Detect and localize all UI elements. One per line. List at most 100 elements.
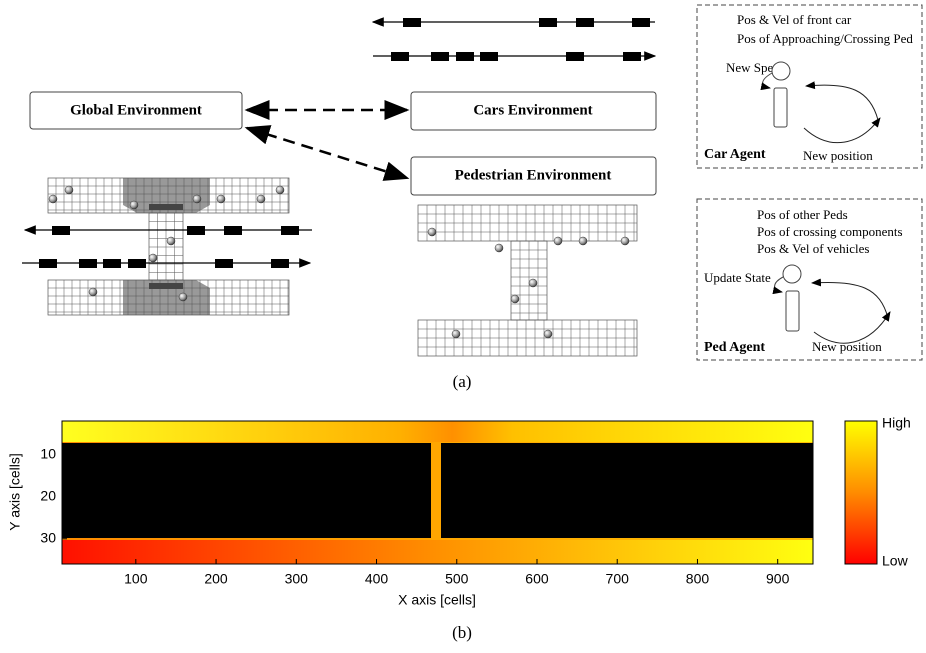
agent-output: New position (803, 148, 873, 163)
car (79, 259, 97, 268)
car (539, 18, 557, 27)
arrow (244, 125, 410, 181)
y-axis-label: Y axis [cells] (7, 453, 23, 531)
x-tick-label: 300 (285, 571, 309, 587)
heatmap-band (62, 421, 813, 442)
arrow (811, 278, 889, 319)
x-tick-label: 100 (124, 571, 148, 587)
pedestrian (510, 294, 520, 304)
box (29, 91, 243, 130)
pedestrian (451, 329, 461, 339)
agent-head (771, 61, 791, 81)
agent-input: Pos of Approaching/Crossing Ped (737, 31, 913, 46)
car (52, 226, 70, 235)
arrow (805, 81, 879, 121)
car (224, 226, 242, 235)
box (410, 91, 657, 131)
car (39, 259, 57, 268)
agent-box (696, 4, 923, 169)
colorbar-high: High (882, 415, 911, 431)
pedestrian (427, 227, 437, 237)
car (456, 52, 474, 61)
car (391, 52, 409, 61)
arrow (803, 117, 881, 144)
agent-body (785, 290, 800, 332)
box (410, 156, 657, 196)
pedestrian (216, 194, 226, 204)
pedestrian (494, 243, 504, 253)
box-label: Pedestrian Environment (455, 167, 612, 183)
car (431, 52, 449, 61)
cell-grid (47, 279, 290, 316)
car (215, 259, 233, 268)
arrow (813, 311, 891, 344)
pedestrian (553, 236, 563, 246)
agent-box (696, 198, 923, 361)
agent-head (782, 264, 802, 284)
car (632, 18, 650, 27)
box-label: Cars Environment (473, 102, 592, 118)
x-tick-label: 600 (525, 571, 549, 587)
arrow (772, 276, 784, 295)
x-axis-label: X axis [cells] (398, 592, 476, 608)
box-label: Global Environment (70, 102, 202, 118)
car (271, 259, 289, 268)
agent-update: New Speed (726, 60, 786, 75)
x-tick-label: 400 (365, 571, 389, 587)
heatmap-band (62, 540, 813, 564)
pedestrian (578, 236, 588, 246)
x-tick-label: 500 (445, 571, 469, 587)
diagram: Global Environment Cars Environment Pede… (22, 4, 923, 391)
pedestrian (64, 185, 74, 195)
x-tick-label: 200 (204, 571, 228, 587)
attraction-zone (123, 280, 210, 315)
car (103, 259, 121, 268)
caption: (b) (452, 623, 472, 642)
heatmap-chart: (b) X axis [cells] Y axis [cells] High L… (7, 415, 911, 642)
crossing-edge (149, 283, 183, 289)
pedestrian (178, 292, 188, 302)
agent-input: Pos & Vel of vehicles (757, 241, 869, 256)
agent-title: Car Agent (704, 147, 766, 162)
agent-input: Pos of other Peds (757, 207, 848, 222)
car (566, 52, 584, 61)
obstacle (62, 443, 431, 538)
arrow (760, 72, 773, 91)
attraction-zone (123, 178, 210, 213)
pedestrian (88, 287, 98, 297)
car (128, 259, 146, 268)
car (480, 52, 498, 61)
pedestrian (48, 194, 58, 204)
pedestrian (275, 185, 285, 195)
crossing-edge (149, 204, 183, 210)
y-tick-label: 10 (40, 445, 56, 461)
pedestrian (192, 194, 202, 204)
x-tick-label: 900 (766, 571, 790, 587)
agent-input: Pos & Vel of front car (737, 12, 852, 27)
car (403, 18, 421, 27)
y-tick-label: 30 (40, 529, 56, 545)
agent-output: New position (812, 339, 882, 354)
car (576, 18, 594, 27)
pedestrian (543, 329, 553, 339)
obstacle (441, 443, 813, 538)
agent-body (773, 87, 788, 128)
pedestrian (528, 278, 538, 288)
x-tick-label: 800 (686, 571, 710, 587)
x-tick-label: 700 (606, 571, 630, 587)
pedestrian (620, 236, 630, 246)
colorbar (844, 420, 878, 565)
caption: (a) (453, 372, 472, 391)
agent-title: Ped Agent (704, 340, 765, 355)
plot-frame (61, 420, 814, 565)
car (623, 52, 641, 61)
pedestrian (256, 194, 266, 204)
pedestrian (129, 200, 139, 210)
pedestrian (148, 253, 158, 263)
car (187, 226, 205, 235)
colorbar-low: Low (882, 553, 909, 569)
car (281, 226, 299, 235)
pedestrian (166, 236, 176, 246)
y-tick-label: 20 (40, 487, 56, 503)
